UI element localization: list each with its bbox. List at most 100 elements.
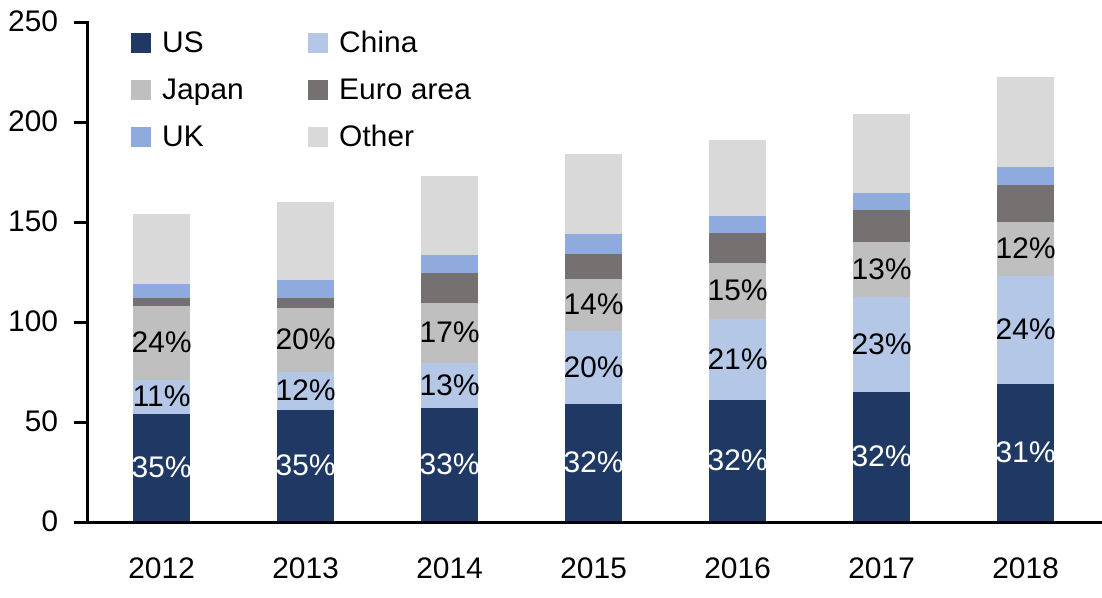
segment-label-china-2013: 12% <box>275 374 336 407</box>
segment-label-japan-2018: 12% <box>995 232 1056 265</box>
x-tick-label-2018: 2018 <box>992 552 1059 585</box>
y-tick-mark <box>74 321 86 324</box>
y-tick-mark <box>74 221 86 224</box>
x-tick-label-2015: 2015 <box>560 552 627 585</box>
legend-swatch-other <box>308 127 328 147</box>
bar-segment-japan-2015 <box>565 279 622 331</box>
segment-label-us-2016: 32% <box>707 444 768 477</box>
legend-label-euro-area: Euro area <box>339 73 471 106</box>
segment-label-japan-2015: 14% <box>563 288 624 321</box>
bar-segment-japan-2014 <box>421 303 478 363</box>
bar-segment-other-2014 <box>421 176 478 255</box>
legend-swatch-japan <box>131 80 151 100</box>
bar-segment-uk-2018 <box>997 167 1054 185</box>
segment-label-us-2015: 32% <box>563 446 624 479</box>
bar-segment-china-2018 <box>997 276 1054 384</box>
bar-segment-us-2016 <box>709 400 766 522</box>
legend-swatch-euro-area <box>308 80 328 100</box>
segment-label-japan-2016: 15% <box>707 274 768 307</box>
x-tick-label-2013: 2013 <box>272 552 339 585</box>
bar-segment-uk-2016 <box>709 216 766 233</box>
segment-label-us-2014: 33% <box>419 448 480 481</box>
bar-segment-uk-2012 <box>133 284 190 298</box>
legend-item-japan: Japan <box>131 74 244 106</box>
bar-segment-euro-area-2012 <box>133 298 190 306</box>
bar-segment-us-2012 <box>133 414 190 522</box>
segment-label-us-2017: 32% <box>851 440 912 473</box>
segment-label-us-2013: 35% <box>275 449 336 482</box>
bar-segment-us-2015 <box>565 404 622 522</box>
y-tick-label: 200 <box>7 105 58 138</box>
segment-label-china-2016: 21% <box>707 342 768 376</box>
bar-segment-japan-2017 <box>853 242 910 297</box>
bar-segment-uk-2015 <box>565 234 622 254</box>
segment-label-japan-2012: 24% <box>131 326 192 359</box>
y-tick-label: 0 <box>41 505 58 538</box>
bar-segment-euro-area-2018 <box>997 185 1054 222</box>
x-tick-label-2016: 2016 <box>704 552 771 585</box>
legend-label-other: Other <box>339 120 415 153</box>
legend-label-uk: UK <box>162 120 204 153</box>
bar-segment-us-2017 <box>853 392 910 522</box>
segment-label-us-2018: 31% <box>995 436 1056 469</box>
y-axis-line <box>86 21 89 524</box>
y-tick-label: 100 <box>7 305 58 338</box>
legend-item-us: US <box>131 27 204 59</box>
segment-label-us-2012: 35% <box>131 451 192 484</box>
bar-segment-japan-2018 <box>997 222 1054 276</box>
segment-label-china-2012: 11% <box>132 380 191 413</box>
segment-label-china-2015: 20% <box>563 350 624 384</box>
bar-segment-uk-2014 <box>421 255 478 273</box>
legend-swatch-us <box>131 33 151 53</box>
legend-item-china: China <box>308 27 417 59</box>
segment-label-japan-2017: 13% <box>851 252 912 286</box>
y-tick-mark <box>74 521 86 524</box>
bar-segment-other-2017 <box>853 114 910 193</box>
bar-segment-china-2015 <box>565 331 622 404</box>
segment-label-china-2014: 13% <box>419 368 480 402</box>
x-tick-label-2014: 2014 <box>416 552 483 585</box>
bar-segment-other-2015 <box>565 154 622 234</box>
bar-segment-other-2013 <box>277 202 334 280</box>
bar-segment-us-2014 <box>421 408 478 522</box>
bar-segment-us-2013 <box>277 410 334 522</box>
x-tick-label-2017: 2017 <box>848 552 915 585</box>
legend-label-us: US <box>162 26 204 59</box>
bar-segment-uk-2017 <box>853 193 910 210</box>
y-tick-label: 250 <box>7 5 58 38</box>
bar-segment-china-2016 <box>709 319 766 400</box>
legend-swatch-china <box>308 33 328 53</box>
legend-item-other: Other <box>308 121 414 153</box>
bar-segment-china-2012 <box>133 380 190 414</box>
bar-segment-euro-area-2013 <box>277 298 334 308</box>
legend-item-euro-area: Euro area <box>308 74 471 106</box>
bar-segment-china-2017 <box>853 297 910 392</box>
bar-segment-uk-2013 <box>277 280 334 298</box>
segment-label-china-2017: 23% <box>851 327 912 361</box>
y-tick-label: 50 <box>24 405 58 438</box>
y-tick-mark <box>74 21 86 24</box>
segment-label-china-2018: 24% <box>995 313 1056 346</box>
legend-label-china: China <box>339 26 418 59</box>
bar-segment-other-2012 <box>133 214 190 284</box>
bar-segment-euro-area-2017 <box>853 210 910 242</box>
bar-segment-other-2016 <box>709 140 766 216</box>
x-tick-label-2012: 2012 <box>128 552 195 585</box>
bar-segment-euro-area-2015 <box>565 254 622 279</box>
bar-segment-euro-area-2014 <box>421 273 478 303</box>
segment-label-japan-2013: 20% <box>275 323 336 356</box>
bar-segment-japan-2016 <box>709 263 766 319</box>
legend-item-uk: UK <box>131 121 204 153</box>
segment-label-japan-2014: 17% <box>419 316 480 349</box>
bar-segment-japan-2012 <box>133 306 190 380</box>
bar-segment-china-2014 <box>421 363 478 408</box>
bar-segment-japan-2013 <box>277 308 334 372</box>
bar-segment-us-2018 <box>997 384 1054 522</box>
y-tick-label: 150 <box>7 205 58 238</box>
bar-segment-euro-area-2016 <box>709 233 766 263</box>
legend-label-japan: Japan <box>162 73 244 106</box>
y-tick-mark <box>74 421 86 424</box>
y-tick-mark <box>74 121 86 124</box>
legend-swatch-uk <box>131 127 151 147</box>
